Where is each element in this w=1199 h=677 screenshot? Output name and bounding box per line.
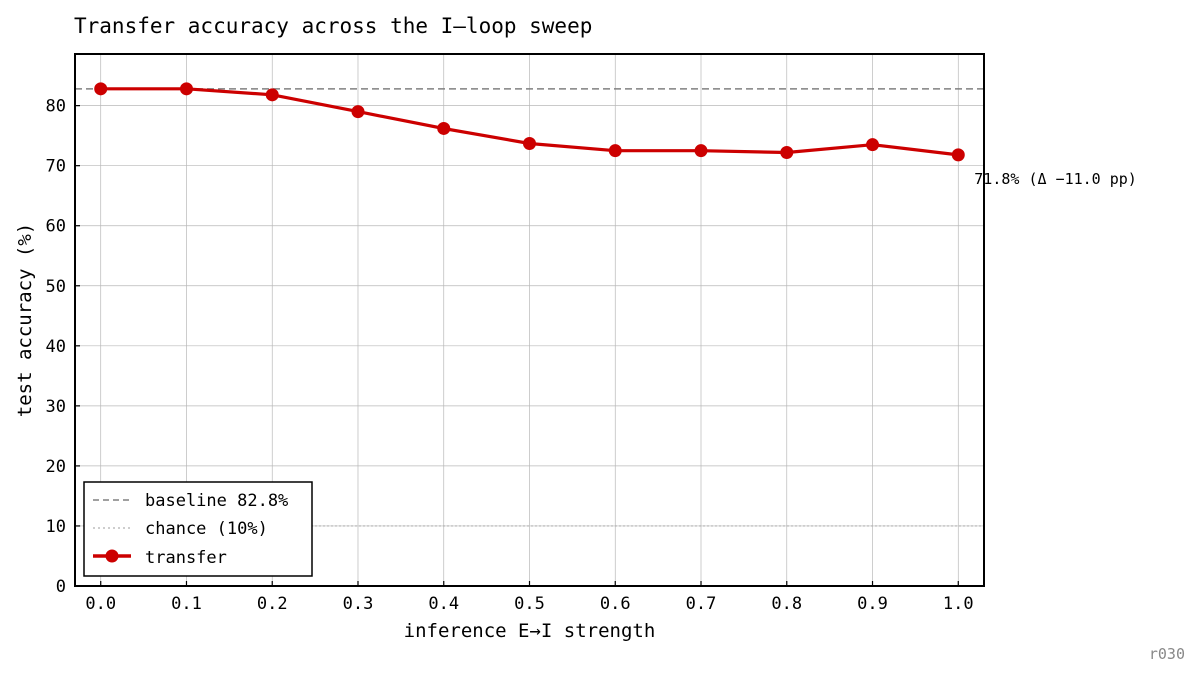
data-point bbox=[951, 148, 965, 162]
x-tick-label: 0.5 bbox=[514, 594, 545, 614]
y-axis-ticks: 0 10 20 30 40 50 60 70 80 bbox=[46, 97, 80, 597]
x-tick-label: 0.3 bbox=[343, 594, 374, 614]
data-point bbox=[351, 105, 365, 119]
x-tick-label: 0.6 bbox=[600, 594, 631, 614]
legend-baseline-label: baseline 82.8% bbox=[145, 491, 288, 511]
y-tick-label: 70 bbox=[46, 157, 66, 177]
y-tick-label: 10 bbox=[46, 517, 66, 537]
legend-transfer-label: transfer bbox=[145, 548, 227, 568]
legend: baseline 82.8% chance (10%) transfer bbox=[83, 481, 313, 577]
x-tick-label: 0.4 bbox=[428, 594, 459, 614]
legend-transfer-marker bbox=[105, 549, 119, 563]
data-point bbox=[437, 121, 451, 135]
data-point bbox=[866, 138, 880, 152]
reference-lines bbox=[75, 88, 984, 527]
x-tick-label: 0.2 bbox=[257, 594, 288, 614]
data-point bbox=[523, 136, 536, 150]
legend-box bbox=[83, 481, 313, 577]
legend-chance-label: chance (10%) bbox=[145, 519, 268, 539]
x-tick-label: 0.7 bbox=[686, 594, 717, 614]
x-tick-label: 0.9 bbox=[857, 594, 888, 614]
x-tick-label: 1.0 bbox=[943, 594, 974, 614]
x-axis-label: inference E→I strength bbox=[404, 620, 656, 642]
chart-title: Transfer accuracy across the I–loop swee… bbox=[74, 14, 592, 38]
data-point bbox=[694, 144, 708, 158]
data-point bbox=[780, 145, 794, 159]
x-tick-label: 0.1 bbox=[171, 594, 202, 614]
y-tick-label: 30 bbox=[46, 397, 66, 417]
data-point bbox=[179, 82, 193, 96]
y-tick-label: 40 bbox=[46, 337, 66, 357]
x-tick-label: 0.8 bbox=[771, 594, 802, 614]
y-tick-label: 60 bbox=[46, 217, 66, 237]
x-axis-ticks: 0.0 0.1 0.2 0.3 0.4 0.5 0.6 0.7 0.8 0.9 1.0 bbox=[85, 581, 974, 614]
data-point bbox=[608, 144, 622, 158]
run-tag: r030 bbox=[1149, 645, 1185, 663]
x-tick-label: 0.0 bbox=[85, 594, 116, 614]
y-tick-label: 0 bbox=[56, 577, 66, 597]
series-layer bbox=[94, 82, 965, 162]
y-tick-label: 50 bbox=[46, 277, 66, 297]
data-point bbox=[265, 88, 279, 102]
data-point bbox=[94, 82, 108, 96]
y-tick-label: 80 bbox=[46, 97, 66, 117]
endpoint-annotation: 71.8% (Δ −11.0 pp) bbox=[974, 170, 1137, 188]
y-tick-label: 20 bbox=[46, 457, 66, 477]
y-axis-label: test accuracy (%) bbox=[14, 223, 36, 417]
